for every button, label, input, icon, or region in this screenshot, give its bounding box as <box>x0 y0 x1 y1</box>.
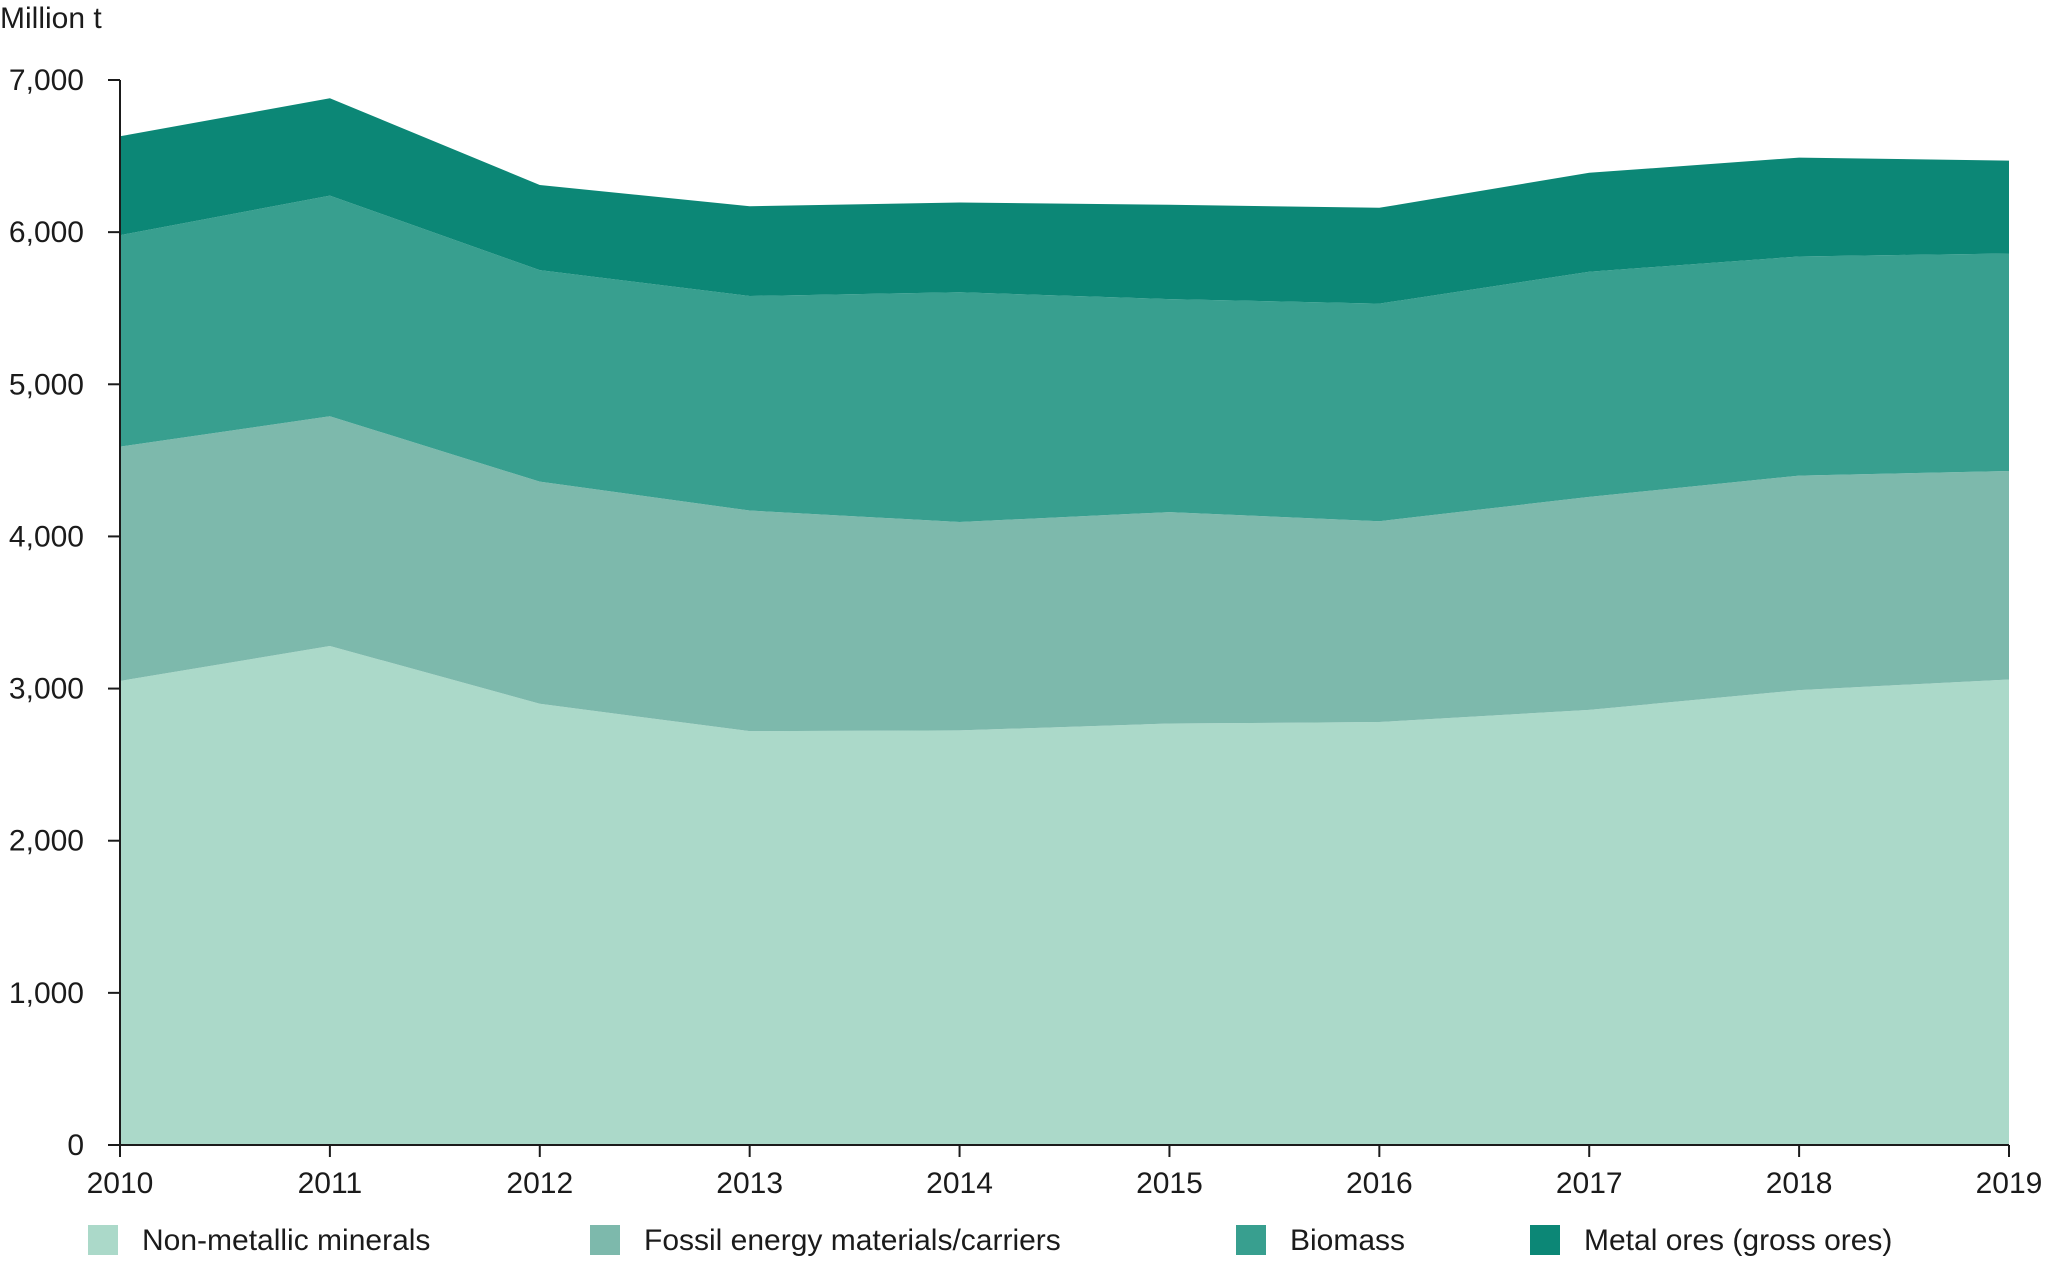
y-tick-label: 1,000 <box>9 977 84 1010</box>
y-axis: 0 1,000 2,000 3,000 4,000 5,000 6,000 7,000 <box>9 64 121 1162</box>
area-metal-ores-gross-ores <box>120 98 2009 304</box>
y-tick-label: 6,000 <box>9 216 84 249</box>
x-tick-label: 2013 <box>716 1167 783 1200</box>
x-tick-label: 2019 <box>1976 1167 2043 1200</box>
legend-label: Fossil energy materials/carriers <box>644 1224 1061 1257</box>
legend-item-biomass: Biomass <box>1236 1224 1405 1257</box>
area-non-metallic-minerals <box>120 645 2009 1145</box>
legend-swatch <box>88 1225 118 1255</box>
x-tick-label: 2016 <box>1346 1167 1413 1200</box>
legend-item-fossil-energy-materials-carriers: Fossil energy materials/carriers <box>590 1224 1061 1257</box>
area-layers <box>120 98 2009 1145</box>
x-axis: 2010 2011 2012 2013 2014 2015 2016 2017 2018 2019 <box>87 1144 2043 1200</box>
legend-swatch <box>1236 1225 1266 1255</box>
legend-swatch <box>590 1225 620 1255</box>
x-tick-label: 2015 <box>1136 1167 1203 1200</box>
legend-label: Metal ores (gross ores) <box>1584 1224 1892 1257</box>
y-tick-label: 2,000 <box>9 825 84 858</box>
x-tick-label: 2012 <box>506 1167 573 1200</box>
y-tick-label: 0 <box>67 1129 84 1162</box>
legend-swatch <box>1530 1225 1560 1255</box>
y-tick-label: 5,000 <box>9 368 84 401</box>
x-tick-label: 2011 <box>298 1167 363 1200</box>
y-tick-label: 3,000 <box>9 673 84 706</box>
x-tick-label: 2014 <box>926 1167 993 1200</box>
legend: Non-metallic minerals Fossil energy mater… <box>88 1224 1892 1257</box>
legend-item-non-metallic-minerals: Non-metallic minerals <box>88 1224 430 1257</box>
y-tick-label: 7,000 <box>9 64 84 97</box>
legend-item-metal-ores-gross-ores: Metal ores (gross ores) <box>1530 1224 1892 1257</box>
y-tick-label: 4,000 <box>9 520 84 553</box>
x-tick-label: 2018 <box>1766 1167 1833 1200</box>
x-tick-label: 2010 <box>87 1167 154 1200</box>
y-axis-unit-label: Million t <box>0 2 102 35</box>
legend-label: Non-metallic minerals <box>142 1224 430 1257</box>
x-tick-label: 2017 <box>1556 1167 1623 1200</box>
area-fossil-energy-materials-carriers <box>120 416 2009 732</box>
area-biomass <box>120 195 2009 522</box>
legend-label: Biomass <box>1290 1224 1405 1257</box>
